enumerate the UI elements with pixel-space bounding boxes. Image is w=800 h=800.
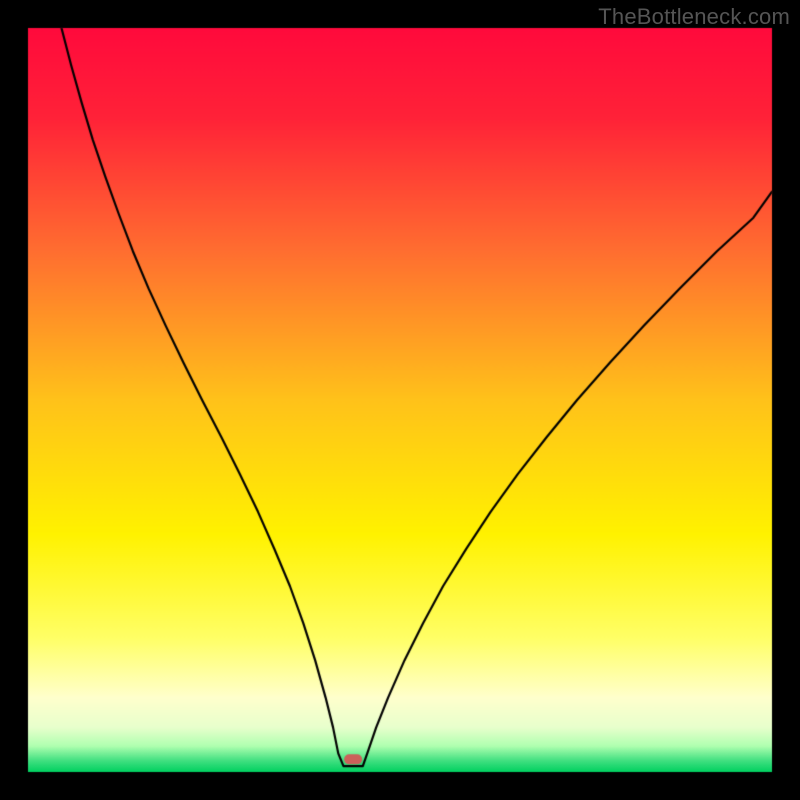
curve-canvas xyxy=(0,0,800,800)
chart-container: TheBottleneck.com xyxy=(0,0,800,800)
watermark-text: TheBottleneck.com xyxy=(598,4,790,30)
